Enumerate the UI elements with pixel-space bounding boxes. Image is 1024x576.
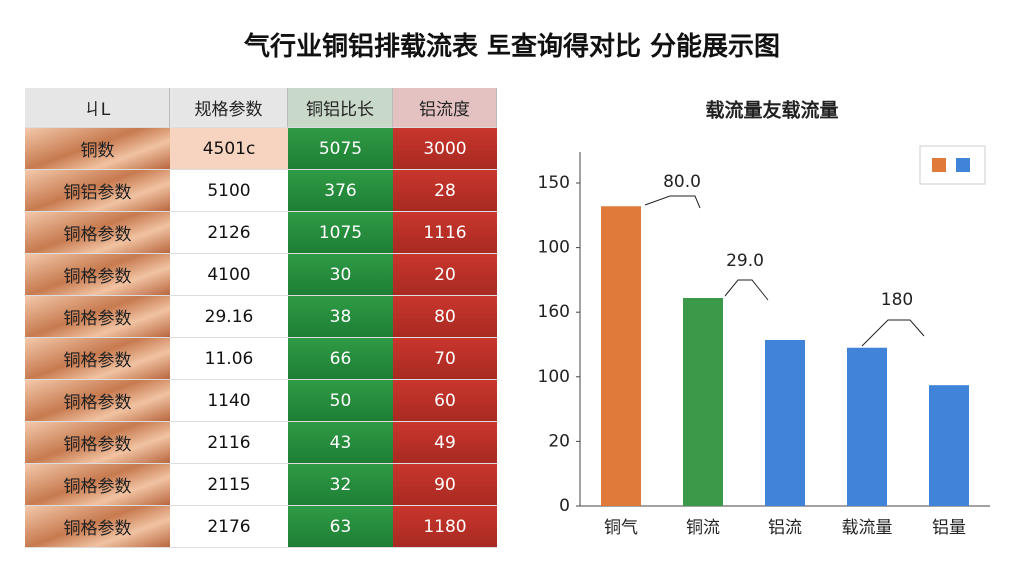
- annotation: 80.0: [663, 172, 701, 192]
- bar: [683, 297, 723, 506]
- table-cell: 20: [393, 254, 497, 296]
- leader-line: [644, 195, 701, 209]
- table-cell: 43: [288, 422, 393, 464]
- table-cell: 铜格参数: [25, 254, 170, 296]
- bar: [601, 206, 641, 507]
- table-cell: 1180: [393, 506, 497, 548]
- leader-line: [861, 319, 925, 347]
- table-cell: 90: [393, 464, 497, 506]
- x-tick-label: 铜气: [604, 518, 638, 538]
- table-cell: 铜格参数: [25, 506, 170, 548]
- table-cell: 铜格参数: [25, 212, 170, 254]
- table-row: 铜格参数 2116 43 49: [25, 422, 497, 464]
- table-cell: 5075: [288, 128, 393, 170]
- page-title: 气行业铜铝排载流表 토查询得对比 分能展示图: [243, 32, 781, 62]
- table-cell: 1116: [393, 212, 497, 254]
- y-tick-label: 0: [559, 496, 570, 516]
- chart-title: 载流量友载流量: [705, 99, 838, 122]
- table: ㄐL 规格参数 铜铝比长 铝流度 铜数 4501c 5075 3000 铜铝参数 5100 376 2…: [25, 88, 497, 548]
- table-row: 铜格参数 29.16 38 80: [25, 296, 497, 338]
- table-cell: 376: [288, 170, 393, 212]
- table-cell: 铜铝参数: [25, 170, 170, 212]
- table-cell: 60: [393, 380, 497, 422]
- table-cell: 2116: [170, 422, 288, 464]
- table-cell: 1140: [170, 380, 288, 422]
- bar: [765, 339, 805, 506]
- table-cell: 4100: [170, 254, 288, 296]
- table-cell: 5100: [170, 170, 288, 212]
- table-row: 铜格参数 1140 50 60: [25, 380, 497, 422]
- table-cell: 1075: [288, 212, 393, 254]
- legend-swatch: [932, 158, 946, 172]
- header-cell: ㄐL: [25, 88, 170, 128]
- x-tick-label: 铝流: [768, 518, 802, 538]
- annotation: 180: [881, 290, 913, 310]
- legend: [919, 145, 986, 185]
- table-body: 铜数 4501c 5075 3000 铜铝参数 5100 376 28 铜格参数 2126 1075…: [25, 128, 497, 548]
- y-tick-label: 100: [538, 238, 570, 258]
- table-cell: 铜数: [25, 128, 170, 170]
- header-row: ㄐL 规格参数 铜铝比长 铝流度: [25, 88, 497, 128]
- y-tick-label: 150: [538, 173, 570, 193]
- x-tick-label: 载流量: [842, 518, 893, 538]
- x-tick-label: 铝量: [932, 518, 966, 538]
- bar: [929, 385, 969, 506]
- table-row: 铜数 4501c 5075 3000: [25, 128, 497, 170]
- y-tick-label: 100: [538, 367, 570, 387]
- table-row: 铜格参数 2126 1075 1116: [25, 212, 497, 254]
- table-cell: 2126: [170, 212, 288, 254]
- table-cell: 3000: [393, 128, 497, 170]
- table-cell: 铜格参数: [25, 464, 170, 506]
- leader-line: [724, 279, 769, 301]
- table-row: 铜铝参数 5100 376 28: [25, 170, 497, 212]
- table-row: 铜格参数 11.06 66 70: [25, 338, 497, 380]
- table-cell: 38: [288, 296, 393, 338]
- table-cell: 铜格参数: [25, 380, 170, 422]
- header-cell: 铝流度: [393, 88, 497, 128]
- table-cell: 70: [393, 338, 497, 380]
- table-row: 铜格参数 4100 30 20: [25, 254, 497, 296]
- table-cell: 63: [288, 506, 393, 548]
- table-cell: 28: [393, 170, 497, 212]
- y-tick-label: 20: [548, 431, 570, 451]
- table-cell: 80: [393, 296, 497, 338]
- table-cell: 66: [288, 338, 393, 380]
- x-tick-label: 铜流: [686, 518, 720, 538]
- table-cell: 50: [288, 380, 393, 422]
- table-row: 铜格参数 2115 32 90: [25, 464, 497, 506]
- table-cell: 32: [288, 464, 393, 506]
- table-cell: 11.06: [170, 338, 288, 380]
- bar: [847, 347, 887, 506]
- table-cell: 铜格参数: [25, 422, 170, 464]
- table-cell: 4501c: [170, 128, 288, 170]
- table-cell: 铜格参数: [25, 338, 170, 380]
- y-tick-label: 160: [538, 302, 570, 322]
- table-cell: 2115: [170, 464, 288, 506]
- annotation: 29.0: [726, 251, 764, 271]
- header-cell: 铜铝比长: [288, 88, 393, 128]
- header-cell: 规格参数: [170, 88, 288, 128]
- legend-swatch: [956, 158, 970, 172]
- table-cell: 铜格参数: [25, 296, 170, 338]
- table-cell: 29.16: [170, 296, 288, 338]
- table-cell: 49: [393, 422, 497, 464]
- table-row: 铜格参数 2176 63 1180: [25, 506, 497, 548]
- table-cell: 2176: [170, 506, 288, 548]
- table-cell: 30: [288, 254, 393, 296]
